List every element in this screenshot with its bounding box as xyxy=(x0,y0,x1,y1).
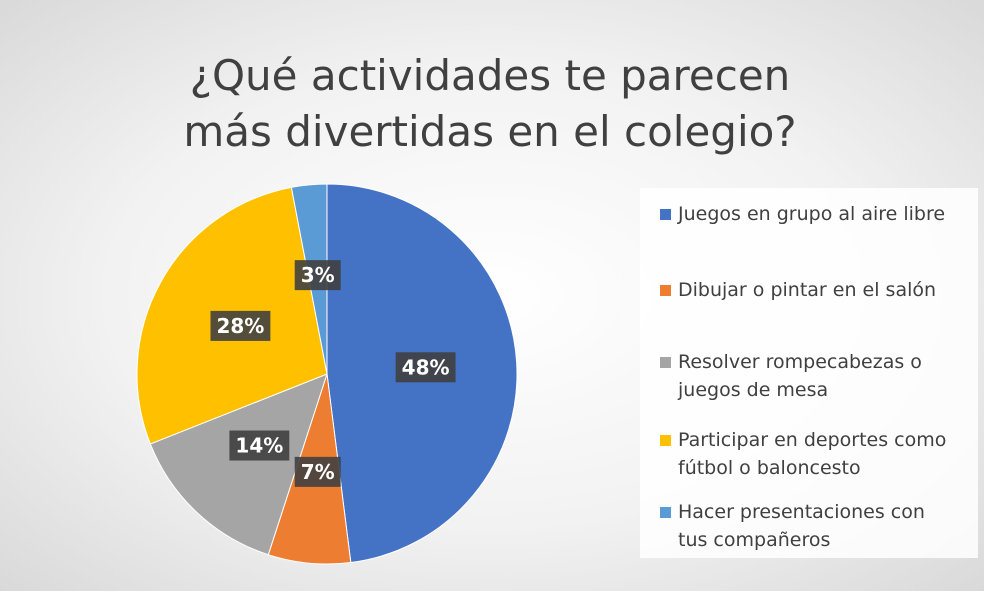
legend-label: Hacer presentaciones con tus compañeros xyxy=(678,501,925,551)
legend-item: Resolver rompecabezas o juegos de mesa xyxy=(660,348,960,404)
data-label-group: 28% xyxy=(210,310,271,341)
pie-slice xyxy=(149,373,328,556)
legend-label: Resolver rompecabezas o juegos de mesa xyxy=(678,351,922,401)
legend-item: Participar en deportes como fútbol o bal… xyxy=(660,426,960,482)
legend-label: Juegos en grupo al aire libre xyxy=(678,203,946,225)
data-label-box xyxy=(229,430,290,461)
legend-item: Juegos en grupo al aire libre xyxy=(660,200,960,228)
data-label-box xyxy=(395,352,456,383)
data-label-group: 7% xyxy=(294,456,341,487)
legend-label: Dibujar o pintar en el salón xyxy=(678,279,937,301)
legend-swatch xyxy=(660,507,671,518)
data-label-box xyxy=(210,310,271,341)
legend-item: Hacer presentaciones con tus compañeros xyxy=(660,498,960,554)
legend-swatch xyxy=(660,357,671,368)
data-label-box xyxy=(294,456,341,487)
legend-swatch xyxy=(660,435,671,446)
data-label-box xyxy=(294,260,341,291)
data-label-group: 14% xyxy=(229,430,290,461)
data-label: 14% xyxy=(235,434,283,458)
data-label-group: 3% xyxy=(294,260,341,291)
legend-swatch xyxy=(660,285,671,296)
data-label-group: 48% xyxy=(395,352,456,383)
data-label: 48% xyxy=(402,355,450,379)
legend-label: Participar en deportes como fútbol o bal… xyxy=(678,429,947,479)
legend-item: Dibujar o pintar en el salón xyxy=(660,276,960,304)
chart-title: ¿Qué actividades te parecen más divertid… xyxy=(183,51,797,156)
data-label: 28% xyxy=(216,314,264,338)
data-label: 3% xyxy=(301,263,335,287)
data-label: 7% xyxy=(301,460,335,484)
legend: Juegos en grupo al aire libre Dibujar o p… xyxy=(640,188,978,558)
legend-swatch xyxy=(660,209,671,220)
